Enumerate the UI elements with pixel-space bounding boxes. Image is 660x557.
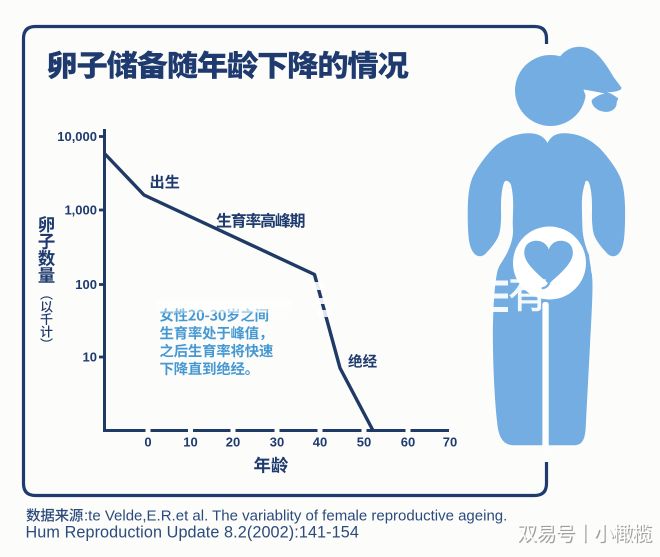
- svg-text:10: 10: [183, 435, 197, 450]
- svg-text:40: 40: [313, 435, 327, 450]
- svg-text:10: 10: [83, 350, 97, 365]
- svg-text:0: 0: [144, 435, 151, 450]
- svg-text:60: 60: [401, 435, 415, 450]
- svg-text:30: 30: [270, 435, 284, 450]
- svg-text:10,000: 10,000: [57, 129, 97, 144]
- svg-text:Hum Reproduction Update 8.2(20: Hum Reproduction Update 8.2(2002):141-15…: [26, 524, 359, 542]
- svg-text:20: 20: [226, 435, 240, 450]
- svg-text:50: 50: [357, 435, 371, 450]
- svg-text:70: 70: [443, 435, 457, 450]
- svg-text:100: 100: [75, 277, 97, 292]
- svg-text::te Velde,E.R.et al. The varia: :te Velde,E.R.et al. The variablity of f…: [84, 508, 507, 525]
- svg-text:1,000: 1,000: [64, 203, 97, 218]
